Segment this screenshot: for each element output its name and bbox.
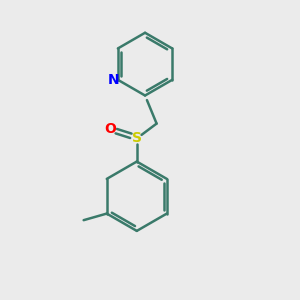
Text: N: N — [108, 73, 120, 87]
Text: O: O — [104, 122, 116, 136]
Text: S: S — [132, 131, 142, 146]
